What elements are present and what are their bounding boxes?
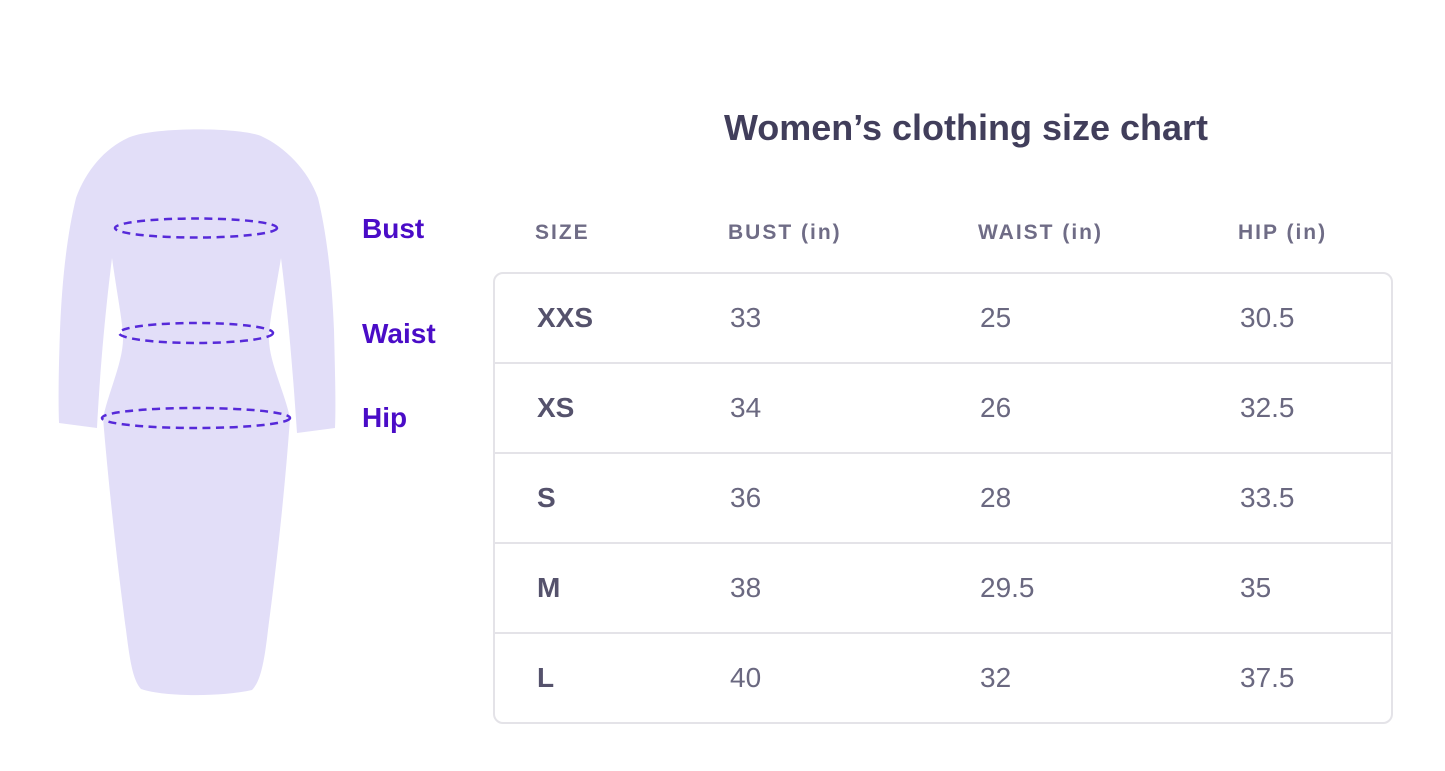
- bust-cell: 38: [730, 572, 762, 603]
- hip-label: Hip: [362, 402, 408, 433]
- size-table: XXS 33 25 30.5 XS 34 26 32.5 S 36 28 33.…: [493, 272, 1393, 724]
- column-header-waist: WAIST (in): [978, 221, 1103, 244]
- waist-cell: 25: [980, 302, 1012, 333]
- hip-cell: 35: [1240, 572, 1272, 603]
- size-cell: S: [537, 482, 556, 513]
- page-title: Women’s clothing size chart: [723, 107, 1209, 148]
- waist-cell: 28: [980, 482, 1012, 513]
- table-row-l: L 40 32 37.5: [495, 634, 1391, 722]
- bust-label: Bust: [362, 213, 425, 244]
- size-cell: M: [537, 572, 561, 603]
- column-header-size: SIZE: [535, 221, 590, 244]
- waist-cell: 26: [980, 392, 1012, 423]
- table-header-row: SIZE BUST (in) WAIST (in) HIP (in): [493, 221, 1393, 245]
- bust-cell: 36: [730, 482, 762, 513]
- bust-cell: 34: [730, 392, 762, 423]
- size-cell: XXS: [537, 302, 594, 333]
- size-cell: L: [537, 662, 555, 693]
- waist-measurement-line: [117, 321, 275, 345]
- hip-cell: 37.5: [1240, 662, 1295, 693]
- table-row-s: S 36 28 33.5: [495, 454, 1391, 544]
- bust-measurement-line: [113, 217, 279, 239]
- waist-label: Waist: [362, 318, 436, 349]
- table-row-xxs: XXS 33 25 30.5: [495, 274, 1391, 364]
- hip-cell: 30.5: [1240, 302, 1295, 333]
- hip-measurement-line: [100, 406, 292, 430]
- column-header-bust: BUST (in): [728, 221, 842, 244]
- hip-cell: 33.5: [1240, 482, 1295, 513]
- waist-cell: 32: [980, 662, 1012, 693]
- bust-cell: 33: [730, 302, 762, 333]
- waist-cell: 29.5: [980, 572, 1035, 603]
- column-header-hip: HIP (in): [1238, 221, 1328, 244]
- table-row-m: M 38 29.5 35: [495, 544, 1391, 634]
- dress-silhouette: [58, 129, 336, 696]
- size-cell: XS: [537, 392, 575, 423]
- hip-cell: 32.5: [1240, 392, 1295, 423]
- table-row-xs: XS 34 26 32.5: [495, 364, 1391, 454]
- bust-cell: 40: [730, 662, 762, 693]
